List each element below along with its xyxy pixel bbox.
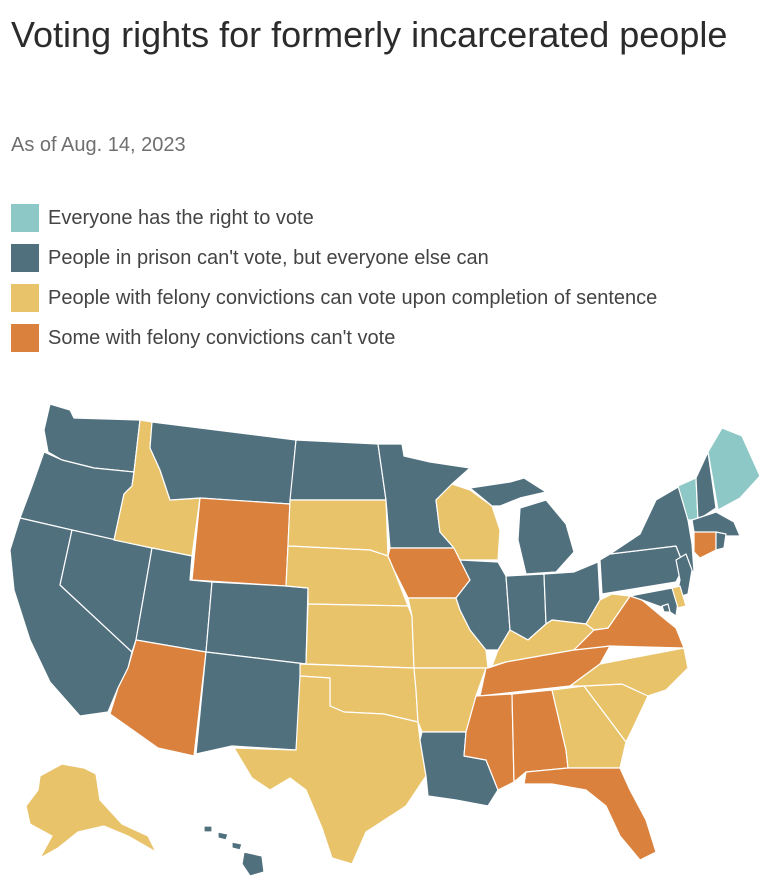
legend-label-some: Some with felony convictions can't vote xyxy=(48,327,396,349)
state-dc xyxy=(661,603,671,613)
state-ri xyxy=(715,531,727,551)
legend-swatch-prison xyxy=(11,244,39,272)
state-de xyxy=(671,585,687,609)
legend-swatch-sentence xyxy=(11,284,39,312)
state-nh xyxy=(695,451,717,521)
legend-swatch-all xyxy=(11,204,39,232)
state-fl xyxy=(523,767,657,861)
state-ny xyxy=(609,485,695,573)
map-subtitle: As of Aug. 14, 2023 xyxy=(11,134,186,156)
state-nm xyxy=(195,651,307,755)
legend-item-sentence: People with felony convictions can vote … xyxy=(11,284,711,316)
us-map xyxy=(9,403,761,877)
state-nc xyxy=(569,647,689,697)
state-wi xyxy=(435,483,501,561)
state-ks xyxy=(305,603,415,669)
legend-item-all: Everyone has the right to vote xyxy=(11,204,711,236)
state-ak xyxy=(25,763,157,859)
state-co xyxy=(205,581,309,665)
legend-label-sentence: People with felony convictions can vote … xyxy=(48,287,658,309)
legend: Everyone has the right to vote People in… xyxy=(11,204,711,364)
state-wy xyxy=(191,497,291,587)
state-me xyxy=(707,427,761,511)
legend-label-all: Everyone has the right to vote xyxy=(48,207,314,229)
legend-item-some: Some with felony convictions can't vote xyxy=(11,324,711,356)
state-ct xyxy=(693,531,717,559)
state-il xyxy=(455,559,511,651)
state-hi xyxy=(203,825,265,877)
state-tx xyxy=(233,675,427,865)
legend-item-prison: People in prison can't vote, but everyon… xyxy=(11,244,711,276)
state-nd xyxy=(289,439,387,501)
state-mt xyxy=(149,421,297,505)
legend-label-prison: People in prison can't vote, but everyon… xyxy=(48,247,489,269)
legend-swatch-some xyxy=(11,324,39,352)
state-mi xyxy=(469,477,575,575)
map-title: Voting rights for formerly incarcerated … xyxy=(11,14,728,55)
